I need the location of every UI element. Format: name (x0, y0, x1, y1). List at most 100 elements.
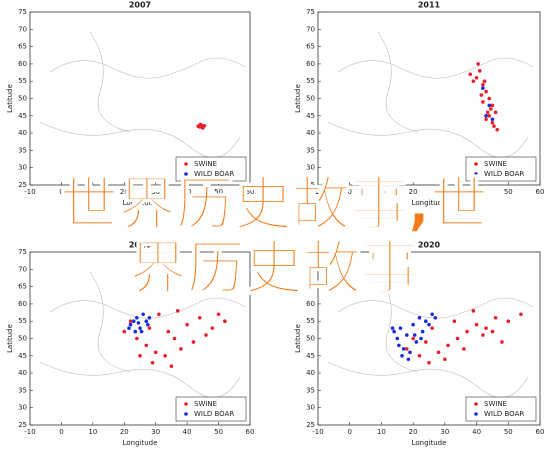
y-tick-label: 65 (306, 43, 315, 51)
y-tick-label: 40 (18, 369, 27, 377)
y-tick-label: 65 (18, 43, 27, 51)
data-point (200, 125, 205, 130)
legend-marker (184, 172, 188, 176)
legend-label: WILD BOAR (194, 170, 234, 178)
y-tick-label: 50 (18, 95, 27, 103)
y-tick-label: 40 (18, 129, 27, 137)
data-point (147, 315, 152, 320)
plot-area (29, 11, 251, 186)
y-tick-label: 75 (18, 8, 27, 16)
data-point (392, 329, 396, 334)
plot-area (29, 251, 251, 426)
data-point (492, 124, 496, 128)
legend-marker (474, 412, 478, 416)
data-point (412, 333, 417, 337)
data-point (506, 319, 511, 324)
data-point (400, 354, 404, 358)
chart-title: 2020 (418, 241, 441, 250)
legend-marker (184, 162, 188, 166)
data-point (474, 322, 479, 327)
data-point (490, 329, 495, 334)
data-point (128, 319, 133, 324)
data-point (519, 312, 523, 317)
data-point (398, 326, 403, 330)
y-tick-label: 65 (18, 283, 27, 291)
y-tick-label: 45 (18, 352, 27, 360)
y-tick-label: 75 (306, 8, 315, 16)
x-tick-label: 20 (409, 188, 418, 196)
y-tick-label: 25 (18, 421, 27, 429)
overlay-text: 世界历史故事,世界历史故事 (59, 170, 489, 302)
data-point (204, 333, 208, 337)
x-tick-label: 0 (347, 428, 351, 436)
data-point (424, 319, 428, 324)
data-point (477, 69, 482, 73)
data-point (172, 336, 177, 341)
data-point (481, 100, 485, 104)
y-tick-label: 60 (306, 300, 315, 308)
y-tick-label: 55 (306, 77, 315, 85)
legend-label: SWINE (194, 160, 217, 168)
data-point (131, 319, 136, 324)
x-tick-label: 0 (347, 188, 351, 196)
data-point (133, 329, 138, 334)
legend-label: SWINE (484, 160, 507, 168)
data-point (216, 312, 221, 317)
y-tick-label: 45 (306, 352, 315, 360)
data-point (433, 315, 438, 320)
x-tick-label: 40 (472, 428, 481, 436)
y-tick-label: 55 (306, 317, 315, 325)
y-tick-label: 75 (306, 248, 315, 256)
data-point (452, 319, 457, 324)
data-point (191, 340, 196, 344)
y-tick-label: 60 (18, 300, 27, 308)
data-point (436, 350, 441, 355)
legend-marker (474, 402, 478, 406)
x-tick-label: 20 (409, 428, 418, 436)
data-point (122, 329, 127, 334)
x-tick-label: 10 (377, 188, 386, 196)
x-tick-label: 50 (214, 428, 223, 436)
data-point (484, 89, 488, 94)
data-point (487, 103, 492, 108)
data-point (471, 79, 476, 83)
data-point (141, 312, 145, 317)
data-point (406, 357, 411, 362)
data-point (462, 347, 466, 351)
y-tick-label: 55 (18, 77, 27, 85)
data-point (397, 343, 401, 348)
x-tick-label: 40 (183, 188, 192, 196)
legend-label: WILD BOAR (484, 170, 524, 178)
y-tick-label: 50 (306, 95, 315, 103)
data-point (420, 329, 425, 334)
data-point (417, 354, 422, 358)
data-point (495, 127, 499, 132)
y-tick-label: 35 (306, 386, 315, 394)
data-point (482, 79, 487, 83)
data-point (157, 312, 161, 317)
data-point (430, 312, 434, 317)
x-tick-label: -10 (24, 428, 35, 436)
data-point (169, 364, 174, 368)
data-point (414, 340, 419, 344)
y-tick-label: 25 (306, 421, 315, 429)
data-point (465, 329, 469, 334)
data-point (500, 340, 504, 344)
data-point (493, 110, 498, 115)
legend-label: WILD BOAR (194, 410, 234, 418)
legend-box (175, 156, 247, 182)
x-tick-label: 10 (88, 188, 97, 196)
x-axis-label: Longitude (123, 199, 158, 207)
data-point (138, 354, 142, 358)
data-point (427, 322, 431, 327)
data-point (484, 114, 488, 118)
legend-marker (184, 402, 188, 406)
data-point (144, 319, 149, 324)
x-tick-label: -10 (312, 188, 323, 196)
data-point (138, 326, 142, 330)
legend-marker (474, 172, 478, 176)
x-tick-label: 60 (246, 188, 255, 196)
data-point (474, 75, 479, 80)
x-tick-label: 40 (183, 428, 192, 436)
y-axis-label: Latitude (6, 84, 14, 113)
